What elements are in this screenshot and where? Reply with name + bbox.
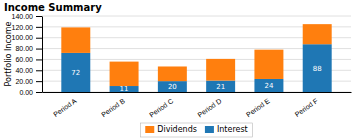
x-tick: Period C [148,97,174,118]
series [61,44,331,92]
y-tick-mark [36,81,42,82]
y-tick-mark [36,59,42,60]
y-tick-label: 80.00 [15,45,33,52]
y-axis: 0.00 20.00 40.00 60.00 80.00 100.00 120.00 140.… [12,13,43,96]
grid-line [42,16,351,17]
y-tick: 40.00 [15,67,42,74]
bar [206,81,235,92]
legend-item: Dividends [145,125,197,134]
y-axis-title: Portfolio Income [4,21,13,86]
x-tick: Period E [245,97,271,118]
series [61,24,331,86]
data-label: 24 [264,82,273,90]
title: Income Summary [4,2,102,13]
x-tick-label: Period B [100,97,126,118]
data-label: 21 [216,83,225,91]
x-tick: Period A [52,97,78,118]
data-label: 72 [71,69,80,77]
legend: Dividends Interest [140,123,252,137]
legend-swatch [145,126,154,133]
y-tick-label: 100.00 [12,34,34,41]
grid [42,16,351,92]
bars [61,24,331,92]
y-tick-label: 60.00 [15,56,33,63]
bar [303,44,332,92]
y-tick-label: 20.00 [15,78,33,85]
y-tick-mark [36,92,42,93]
chart: Period A Period B Period C Period D Period E… [0,0,359,140]
data-label: 11 [120,85,129,93]
y-tick: 0.00 [19,89,42,96]
y-tick: 140.00 [12,13,42,20]
bar [206,59,235,81]
axis-line [43,92,352,93]
data-label: 88 [313,65,322,73]
legend-label: Dividends [157,125,197,134]
y-tick: 20.00 [15,78,42,85]
y-tick-mark [36,27,42,28]
x-axis: Period A Period B Period C Period D Period E… [43,93,352,119]
y-tick: 80.00 [15,45,42,52]
x-tick-label: Period C [148,97,174,118]
bar [61,27,90,53]
bar [110,62,139,86]
x-tick-label: Period E [245,97,271,118]
y-tick-mark [36,70,42,71]
bar [61,53,90,92]
y-tick-label: 40.00 [15,67,33,74]
axis-line [42,17,43,93]
y-tick-label: 120.00 [12,24,34,31]
x-tick-label: Period D [196,97,222,118]
y-tick: 100.00 [12,34,42,41]
y-tick-mark [36,38,42,39]
legend-item: Interest [205,125,248,134]
bar [254,50,283,79]
y-tick: 120.00 [12,24,42,31]
x-tick: Period B [100,97,126,118]
bar [158,66,187,81]
x-tick-label: Period A [52,97,78,118]
y-tick-mark [36,16,42,17]
bar [303,24,332,44]
x-tick: Period F [293,97,319,118]
x-tick: Period D [196,97,222,118]
legend-frame [140,123,252,137]
legend-swatch [205,126,214,133]
y-tick: 60.00 [15,56,42,63]
bar [254,79,283,92]
y-tick-label: 140.00 [12,13,34,20]
y-tick-label: 0.00 [19,89,33,96]
data-label: 20 [168,83,177,91]
x-tick-label: Period F [293,97,319,118]
legend-label: Interest [217,125,248,134]
plot: Period A Period B Period C Period D Period E… [12,13,352,119]
y-tick-mark [36,49,42,50]
bar [158,81,187,92]
data-labels: 72 11 20 21 24 88 [71,65,321,94]
